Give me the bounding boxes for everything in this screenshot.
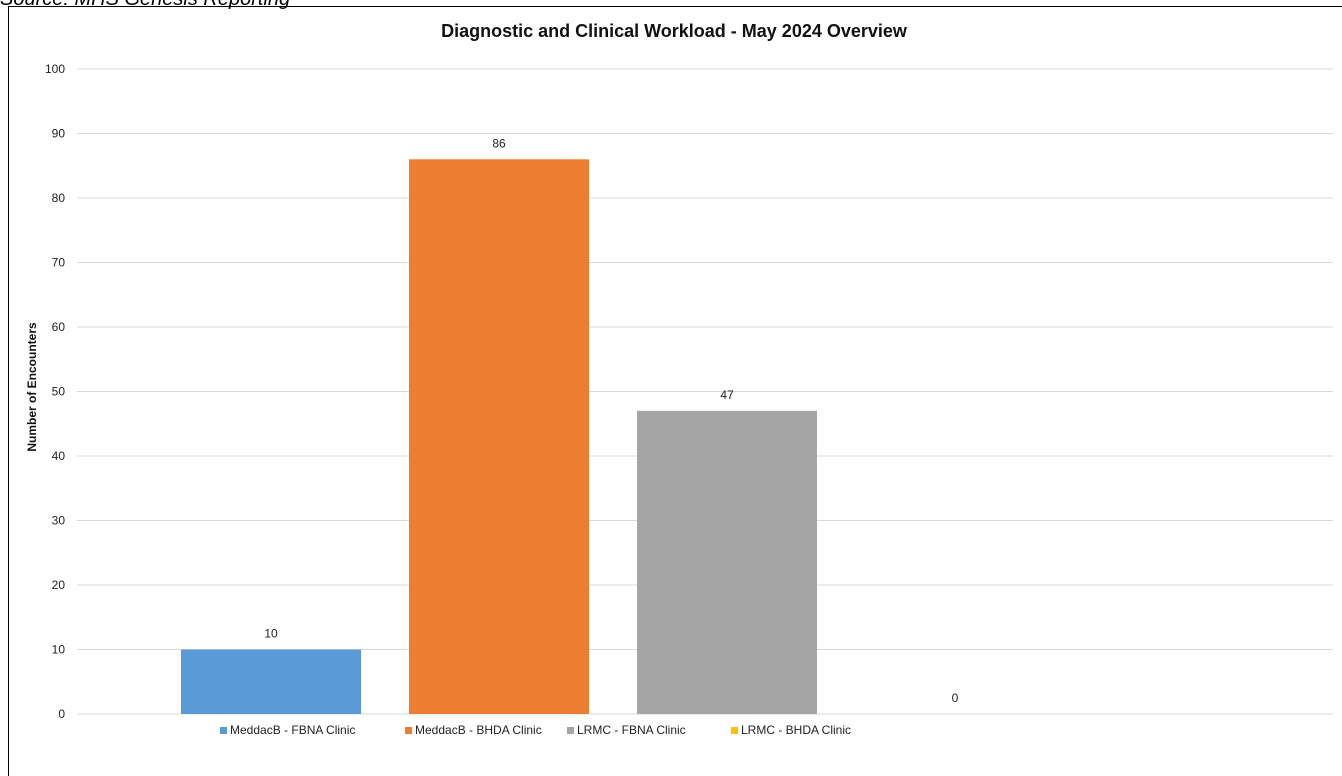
- bar-chart: Diagnostic and Clinical Workload - May 2…: [25, 21, 1333, 737]
- y-tick-label: 100: [45, 62, 65, 76]
- legend-label-2: MeddacB - BHDA Clinic: [415, 723, 542, 737]
- data-label-3: 47: [720, 388, 734, 402]
- bar-3: [637, 410, 817, 714]
- legend-swatch-3: [567, 727, 574, 734]
- y-tick-label: 90: [52, 127, 66, 141]
- bar-2: [409, 159, 589, 715]
- legend-swatch-2: [405, 727, 412, 734]
- y-tick-label: 40: [52, 449, 66, 463]
- y-tick-label: 70: [52, 256, 66, 270]
- legend-label-4: LRMC - BHDA Clinic: [741, 723, 851, 737]
- legend-swatch-1: [220, 727, 227, 734]
- y-tick-label: 80: [52, 191, 66, 205]
- y-axis-label: Number of Encounters: [25, 322, 39, 452]
- chart-title: Diagnostic and Clinical Workload - May 2…: [441, 21, 908, 41]
- y-tick-label: 0: [58, 707, 65, 721]
- y-tick-label: 60: [52, 320, 66, 334]
- y-axis-ticks: 0 10 20 30 40 50 60 70 80 90 100: [45, 62, 65, 721]
- legend-swatch-4: [731, 727, 738, 734]
- data-label-2: 86: [492, 136, 506, 150]
- legend-label-1: MeddacB - FBNA Clinic: [230, 723, 355, 737]
- bars: [181, 159, 817, 715]
- data-labels: 10 86 47 0: [264, 136, 958, 705]
- source-caption: Source: MHS Genesis Reporting: [0, 0, 290, 11]
- legend-label-3: LRMC - FBNA Clinic: [577, 723, 686, 737]
- data-label-4: 0: [952, 691, 959, 705]
- legend: MeddacB - FBNA Clinic MeddacB - BHDA Clin…: [220, 723, 851, 737]
- y-tick-label: 50: [52, 385, 66, 399]
- y-tick-label: 30: [52, 514, 66, 528]
- gridlines: [77, 68, 1333, 715]
- y-tick-label: 10: [52, 643, 66, 657]
- data-label-1: 10: [264, 627, 278, 641]
- y-tick-label: 20: [52, 578, 66, 592]
- bar-1: [181, 649, 361, 714]
- chart-frame: Diagnostic and Clinical Workload - May 2…: [8, 6, 1342, 776]
